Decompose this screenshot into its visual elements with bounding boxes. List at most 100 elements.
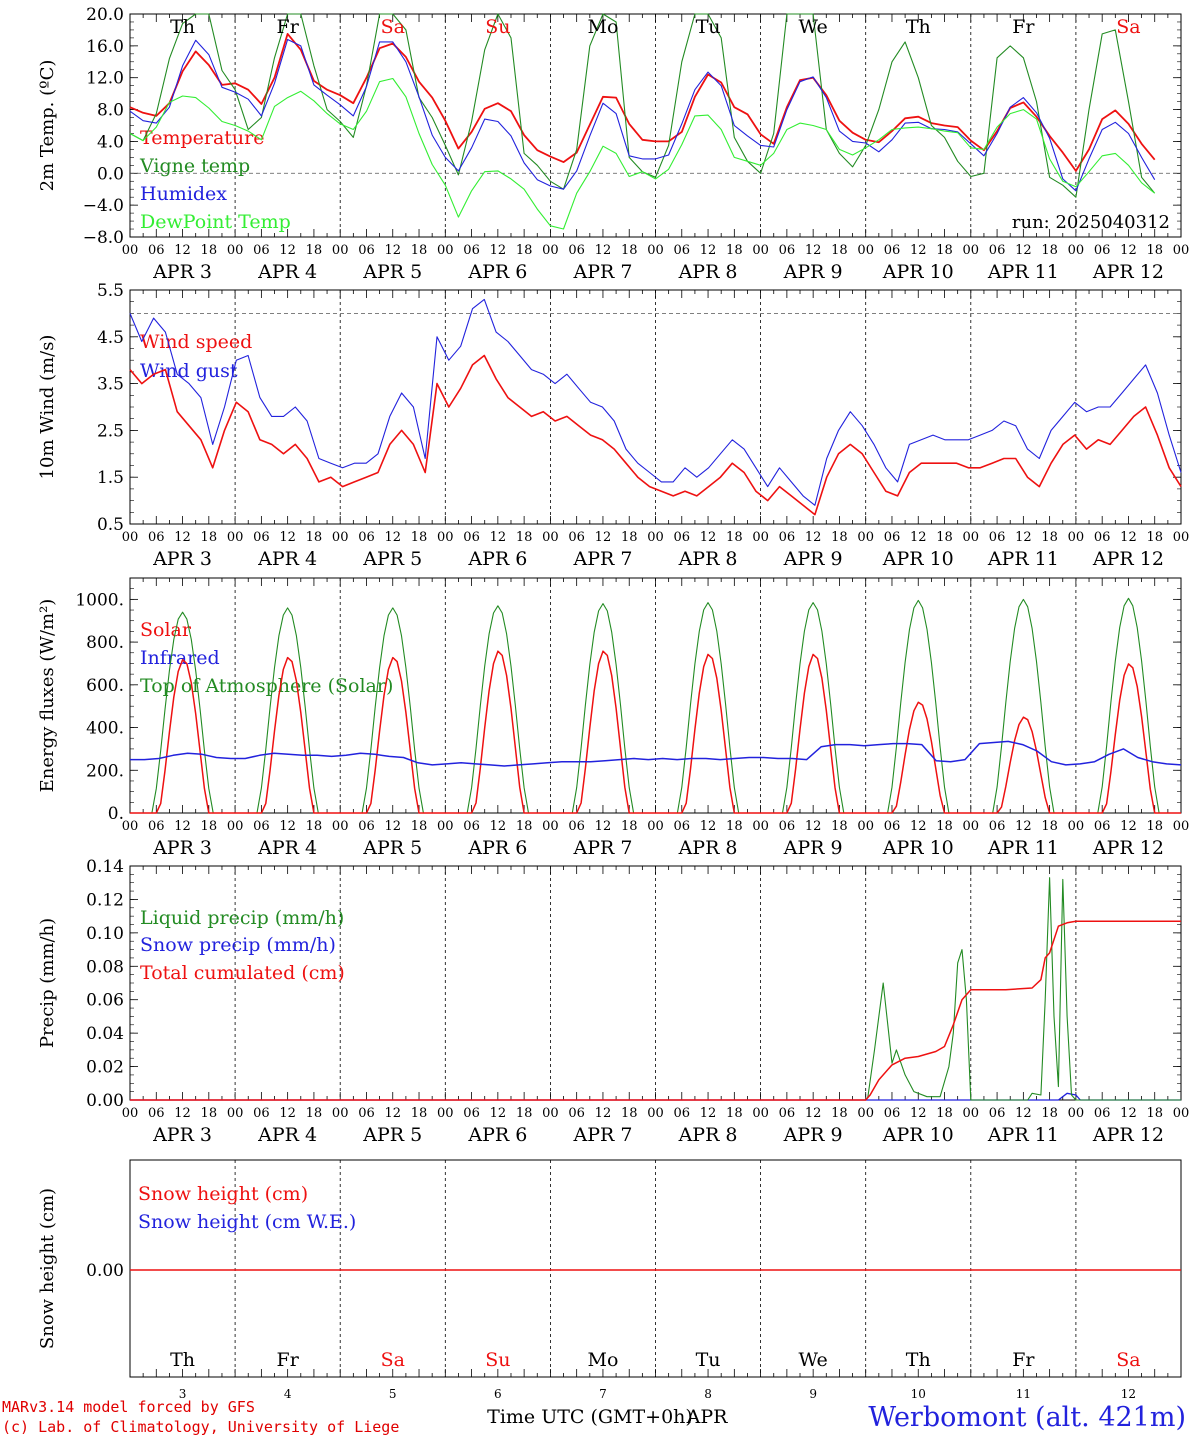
y-tick-label: 600. xyxy=(86,676,124,696)
hour-label: 06 xyxy=(884,1106,901,1121)
panel-3: 0. 200. 400. 600. 800. 1000. Energy fluxes (W/… xyxy=(37,577,1189,859)
hour-label: 00 xyxy=(332,243,349,258)
hour-label: 12 xyxy=(595,243,612,258)
hour-label: 12 xyxy=(490,819,507,834)
hour-label: 12 xyxy=(174,1106,191,1121)
hour-label: 06 xyxy=(148,243,165,258)
date-label: APR 12 xyxy=(1092,548,1164,570)
hour-label: 06 xyxy=(253,530,270,545)
y-tick-label: 12.0 xyxy=(86,69,124,89)
date-label: APR 5 xyxy=(362,548,422,570)
date-label: APR 4 xyxy=(257,261,317,283)
hour-label: 18 xyxy=(306,1106,323,1121)
hour-label: 00 xyxy=(1068,819,1085,834)
hour-label: 12 xyxy=(490,1106,507,1121)
y-tick-label: 4.0 xyxy=(97,132,124,152)
hour-label: 00 xyxy=(437,243,454,258)
hour-label: 00 xyxy=(1173,530,1190,545)
y-tick-label: 0.00 xyxy=(86,1261,124,1281)
hour-label: 06 xyxy=(674,243,691,258)
weekday-label: Mo xyxy=(587,16,618,38)
hour-label: 18 xyxy=(1041,243,1058,258)
x-axis-label: Time UTC (GMT+0h) xyxy=(487,1406,693,1428)
hour-label: 00 xyxy=(857,530,874,545)
day-number: 9 xyxy=(809,1387,817,1401)
hour-label: 18 xyxy=(936,530,953,545)
hour-label: 18 xyxy=(621,243,638,258)
hour-label: 00 xyxy=(122,1106,139,1121)
series-vigne-temp xyxy=(129,13,1156,198)
hour-label: 18 xyxy=(201,530,218,545)
hour-label: 00 xyxy=(752,530,769,545)
hour-label: 00 xyxy=(122,243,139,258)
date-label: APR 12 xyxy=(1092,261,1164,283)
hour-label: 06 xyxy=(463,530,480,545)
date-label: APR 6 xyxy=(467,548,527,570)
hour-label: 18 xyxy=(726,530,743,545)
hour-label: 06 xyxy=(463,819,480,834)
hour-label: 00 xyxy=(647,1106,664,1121)
date-label: APR 5 xyxy=(362,261,422,283)
weekday-label-bottom: Sa xyxy=(1116,1349,1140,1371)
model-credit: MARv3.14 model forced by GFS xyxy=(2,1398,255,1416)
hour-label: 06 xyxy=(253,1106,270,1121)
weekday-label: Sa xyxy=(1116,16,1140,38)
date-label: APR 10 xyxy=(882,1124,954,1146)
hour-label: 12 xyxy=(1120,1106,1137,1121)
hour-label: 12 xyxy=(595,530,612,545)
hour-label: 06 xyxy=(1094,1106,1111,1121)
y-axis-label: 2m Temp. (ºC) xyxy=(37,60,58,192)
hour-label: 12 xyxy=(700,819,717,834)
y-tick-label: 0.0 xyxy=(97,164,124,184)
date-label: APR 9 xyxy=(783,261,843,283)
day-number: 3 xyxy=(179,1387,187,1401)
hour-label: 06 xyxy=(779,1106,796,1121)
weekday-label: Th xyxy=(170,16,195,38)
hour-label: 12 xyxy=(384,1106,401,1121)
hour-label: 18 xyxy=(1041,1106,1058,1121)
hour-label: 18 xyxy=(1146,1106,1163,1121)
date-label: APR 10 xyxy=(882,548,954,570)
hour-label: 18 xyxy=(1041,819,1058,834)
date-label: APR 8 xyxy=(678,1124,738,1146)
hour-label: 12 xyxy=(1015,1106,1032,1121)
hour-label: 06 xyxy=(463,1106,480,1121)
legend-snow-height-cm-w-e: Snow height (cm W.E.) xyxy=(138,1211,356,1233)
y-axis-label: 10m Wind (m/s) xyxy=(37,335,58,480)
y-tick-label: 16.0 xyxy=(86,37,124,57)
weekday-label: Fr xyxy=(1012,16,1035,38)
hour-label: 06 xyxy=(1094,819,1111,834)
legend-temperature: Temperature xyxy=(140,127,264,149)
y-axis-label: Snow height (cm) xyxy=(37,1188,58,1349)
y-axis-label: Energy fluxes (W/m²) xyxy=(37,599,58,793)
hour-label: 12 xyxy=(1015,243,1032,258)
hour-label: 18 xyxy=(516,1106,533,1121)
hour-label: 00 xyxy=(647,819,664,834)
hour-label: 00 xyxy=(647,243,664,258)
hour-label: 06 xyxy=(989,819,1006,834)
weekday-label-bottom: Fr xyxy=(1012,1349,1035,1371)
hour-label: 06 xyxy=(358,1106,375,1121)
plot-frame xyxy=(129,13,1182,238)
hour-label: 06 xyxy=(253,243,270,258)
series-wind-gust xyxy=(129,298,1182,506)
station-title: Werbomont (alt. 421m) xyxy=(868,1402,1186,1433)
hour-label: 06 xyxy=(1094,243,1111,258)
hour-label: 06 xyxy=(989,530,1006,545)
hour-label: 00 xyxy=(857,243,874,258)
y-tick-label: 8.0 xyxy=(97,101,124,121)
hour-label: 18 xyxy=(936,243,953,258)
hour-label: 18 xyxy=(726,819,743,834)
hour-label: 18 xyxy=(1146,530,1163,545)
month-label: APR xyxy=(686,1406,729,1428)
hour-label: 00 xyxy=(542,243,559,258)
y-tick-label: 1000. xyxy=(75,590,124,610)
y-tick-label: 400. xyxy=(86,719,124,739)
hour-label: 12 xyxy=(700,1106,717,1121)
date-label: APR 5 xyxy=(362,837,422,859)
hour-label: 00 xyxy=(542,1106,559,1121)
y-tick-label: 0.04 xyxy=(86,1024,124,1044)
y-tick-label: 0.10 xyxy=(86,924,124,944)
date-label: APR 7 xyxy=(572,548,632,570)
